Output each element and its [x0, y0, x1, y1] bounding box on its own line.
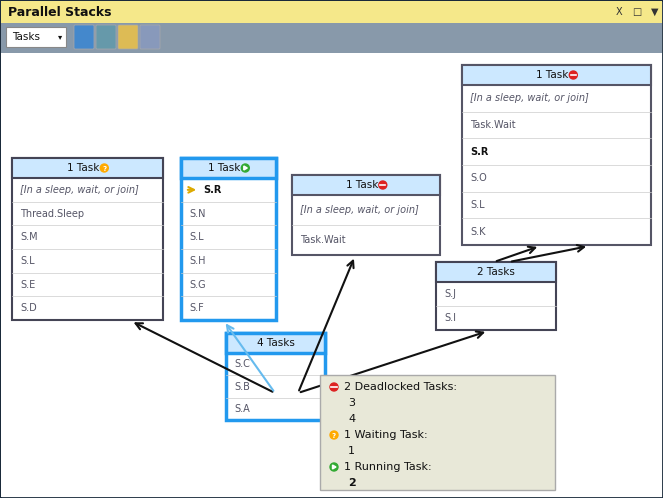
FancyBboxPatch shape: [292, 175, 440, 195]
FancyBboxPatch shape: [320, 375, 555, 490]
Text: S.R: S.R: [470, 147, 489, 157]
Text: □: □: [633, 7, 642, 17]
Circle shape: [330, 431, 338, 439]
Circle shape: [379, 181, 387, 189]
FancyBboxPatch shape: [462, 65, 651, 245]
Text: S.O: S.O: [470, 173, 487, 183]
FancyBboxPatch shape: [226, 333, 325, 420]
Text: S.L: S.L: [470, 200, 485, 210]
Text: S.C: S.C: [234, 359, 250, 369]
FancyBboxPatch shape: [118, 25, 138, 49]
FancyBboxPatch shape: [462, 65, 651, 85]
Text: 2 Tasks: 2 Tasks: [477, 267, 515, 277]
FancyBboxPatch shape: [6, 27, 66, 47]
Text: S.B: S.B: [234, 381, 250, 391]
Polygon shape: [333, 465, 336, 469]
Text: S.K: S.K: [470, 227, 485, 237]
Text: ?: ?: [332, 432, 336, 439]
FancyBboxPatch shape: [12, 158, 163, 178]
FancyBboxPatch shape: [96, 25, 116, 49]
Text: 2 Deadlocked Tasks:: 2 Deadlocked Tasks:: [344, 382, 457, 392]
FancyBboxPatch shape: [292, 175, 440, 255]
Text: S.L: S.L: [189, 232, 204, 242]
Text: 1 Task: 1 Task: [536, 70, 569, 80]
Text: Task.Wait: Task.Wait: [300, 235, 345, 245]
Text: S.M: S.M: [20, 232, 38, 242]
Text: [In a sleep, wait, or join]: [In a sleep, wait, or join]: [470, 93, 589, 103]
Text: S.N: S.N: [189, 209, 206, 219]
Text: Thread.Sleep: Thread.Sleep: [20, 209, 84, 219]
FancyBboxPatch shape: [181, 158, 276, 178]
Text: ?: ?: [102, 165, 106, 171]
Text: S.H: S.H: [189, 256, 206, 266]
Text: 1 Task: 1 Task: [346, 180, 378, 190]
Text: 4 Tasks: 4 Tasks: [257, 338, 294, 348]
Text: 1 Running Task:: 1 Running Task:: [344, 462, 432, 472]
Circle shape: [100, 164, 108, 172]
Text: X: X: [616, 7, 623, 17]
FancyBboxPatch shape: [1, 1, 662, 23]
FancyBboxPatch shape: [1, 23, 662, 53]
FancyBboxPatch shape: [181, 158, 276, 320]
Text: 1 Waiting Task:: 1 Waiting Task:: [344, 430, 428, 440]
FancyBboxPatch shape: [140, 25, 160, 49]
Text: S.G: S.G: [189, 279, 206, 289]
Text: Tasks: Tasks: [12, 32, 40, 42]
Circle shape: [570, 71, 577, 79]
FancyBboxPatch shape: [74, 25, 94, 49]
Circle shape: [330, 383, 338, 391]
Circle shape: [330, 463, 338, 471]
Text: ▼: ▼: [651, 7, 659, 17]
Text: Task.Wait: Task.Wait: [470, 120, 516, 130]
Text: S.R: S.R: [203, 185, 221, 195]
Text: 1 Task: 1 Task: [208, 163, 241, 173]
Text: ▾: ▾: [58, 32, 62, 41]
Text: [In a sleep, wait, or join]: [In a sleep, wait, or join]: [300, 205, 419, 215]
Text: S.I: S.I: [444, 313, 456, 323]
Text: [In a sleep, wait, or join]: [In a sleep, wait, or join]: [20, 185, 139, 195]
Text: Parallel Stacks: Parallel Stacks: [8, 5, 111, 18]
Text: 2: 2: [348, 478, 356, 488]
Text: 4: 4: [348, 414, 355, 424]
FancyBboxPatch shape: [436, 262, 556, 282]
Circle shape: [241, 164, 249, 172]
Text: S.E: S.E: [20, 279, 35, 289]
FancyBboxPatch shape: [226, 333, 325, 353]
Text: 1: 1: [348, 446, 355, 456]
Text: 1 Task: 1 Task: [68, 163, 99, 173]
FancyBboxPatch shape: [436, 262, 556, 330]
FancyBboxPatch shape: [12, 158, 163, 320]
Polygon shape: [244, 166, 247, 170]
Text: S.L: S.L: [20, 256, 34, 266]
Text: S.D: S.D: [20, 303, 36, 313]
FancyBboxPatch shape: [1, 53, 662, 497]
Text: 3: 3: [348, 398, 355, 408]
Text: S.F: S.F: [189, 303, 204, 313]
Text: S.J: S.J: [444, 289, 456, 299]
Text: S.A: S.A: [234, 404, 250, 414]
